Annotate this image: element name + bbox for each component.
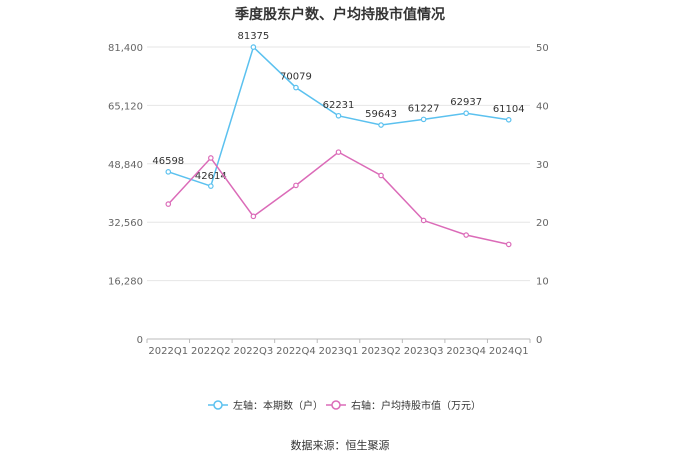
data-label: 42614 — [195, 171, 227, 182]
left-tick-label: 16,280 — [108, 277, 143, 288]
chart-title: 季度股东户数、户均持股市值情况 — [235, 7, 445, 23]
data-label: 62937 — [450, 97, 482, 108]
data-point — [420, 116, 427, 123]
x-tick-label: 2022Q3 — [234, 346, 274, 357]
data-point — [463, 110, 469, 117]
data-point — [165, 201, 172, 207]
data-point — [335, 112, 342, 119]
x-tick-label: 2023Q2 — [361, 346, 401, 357]
left-tick-label: 32,560 — [108, 218, 143, 229]
x-tick-label: 2023Q4 — [446, 346, 486, 357]
x-tick-label: 2022Q4 — [276, 346, 316, 357]
data-point — [378, 122, 384, 128]
left-tick-label: 0 — [137, 335, 143, 346]
data-point — [293, 182, 299, 189]
data-point — [208, 155, 214, 161]
right-tick-label: 40 — [536, 101, 549, 112]
data-label: 61104 — [493, 104, 525, 115]
data-point — [293, 84, 299, 91]
x-tick-label: 2023Q3 — [404, 346, 444, 357]
legend-swatch-marker — [213, 400, 223, 410]
data-point — [505, 117, 512, 123]
data-label: 62231 — [323, 100, 355, 111]
x-tick-label: 2022Q2 — [191, 346, 231, 357]
data-point — [378, 172, 384, 179]
right-tick-label: 0 — [536, 335, 542, 346]
data-label: 70079 — [280, 72, 312, 83]
data-point — [250, 44, 257, 50]
legend-swatch-marker — [331, 400, 341, 410]
left-tick-label: 65,120 — [108, 101, 143, 112]
legend-label: 左轴：本期数（户） — [233, 399, 323, 412]
data-point — [208, 183, 214, 189]
data-label: 61227 — [408, 103, 440, 114]
data-point — [505, 241, 512, 248]
series-line — [167, 151, 509, 246]
source-note: 数据来源：恒生聚源 — [290, 439, 390, 452]
data-label: 81375 — [237, 31, 269, 42]
x-tick-label: 2023Q1 — [319, 346, 359, 357]
data-point — [335, 149, 342, 155]
data-point — [463, 232, 469, 238]
right-tick-label: 20 — [536, 218, 549, 229]
data-point — [420, 217, 427, 224]
x-tick-label: 2022Q1 — [148, 346, 188, 357]
right-tick-label: 30 — [536, 160, 549, 171]
data-label: 46598 — [152, 156, 184, 167]
data-point — [250, 213, 257, 220]
x-tick-label: 2024Q1 — [489, 346, 529, 357]
legend-label: 右轴：户均持股市值（万元） — [351, 399, 481, 412]
data-point — [165, 169, 172, 175]
right-tick-label: 10 — [536, 277, 549, 288]
left-tick-label: 81,400 — [108, 43, 143, 54]
data-label: 59643 — [365, 109, 397, 120]
right-tick-label: 50 — [536, 43, 549, 54]
left-tick-label: 48,840 — [108, 160, 143, 171]
